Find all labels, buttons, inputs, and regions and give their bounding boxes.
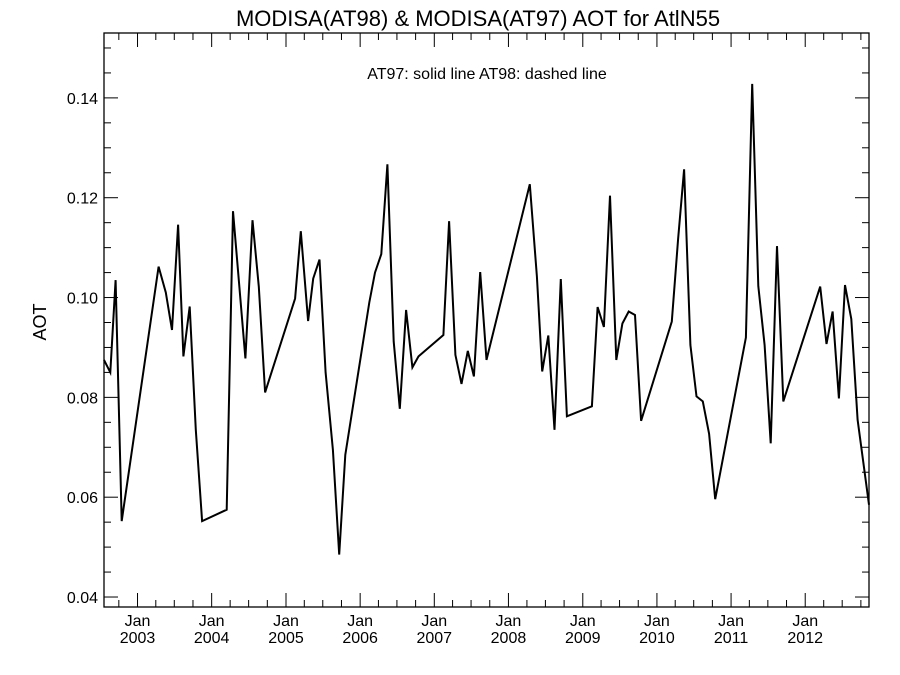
- axis-tick-labels: 0.040.060.080.100.120.14Jan2003Jan2004Ja…: [67, 91, 823, 647]
- x-tick-label-month: Jan: [644, 613, 670, 630]
- y-tick-label: 0.04: [67, 590, 98, 607]
- y-tick-label: 0.12: [67, 191, 98, 208]
- x-tick-label-year: 2005: [268, 630, 304, 647]
- y-axis-label: AOT: [30, 303, 50, 340]
- x-tick-label-month: Jan: [570, 613, 596, 630]
- y-tick-label: 0.08: [67, 390, 98, 407]
- x-tick-label-year: 2010: [639, 630, 675, 647]
- x-tick-label-month: Jan: [718, 613, 744, 630]
- chart-subtitle: AT97: solid line AT98: dashed line: [367, 66, 607, 83]
- x-tick-label-month: Jan: [496, 613, 522, 630]
- x-tick-label-year: 2004: [194, 630, 230, 647]
- x-tick-label-year: 2008: [491, 630, 527, 647]
- x-tick-label-month: Jan: [199, 613, 225, 630]
- x-tick-label-year: 2009: [565, 630, 601, 647]
- x-tick-label-year: 2007: [416, 630, 452, 647]
- x-tick-label-month: Jan: [125, 613, 151, 630]
- x-tick-label-month: Jan: [347, 613, 373, 630]
- x-tick-label-year: 2006: [342, 630, 378, 647]
- series-layer: [103, 83, 870, 555]
- chart-title: MODISA(AT98) & MODISA(AT97) AOT for AtlN…: [236, 6, 720, 31]
- plot-frame: [103, 32, 870, 608]
- x-tick-label-month: Jan: [792, 613, 818, 630]
- x-tick-label-month: Jan: [421, 613, 447, 630]
- x-tick-label-month: Jan: [273, 613, 299, 630]
- x-tick-label-year: 2012: [787, 630, 823, 647]
- x-tick-label-year: 2011: [714, 630, 749, 647]
- y-tick-label: 0.14: [67, 91, 98, 108]
- y-tick-label: 0.06: [67, 490, 98, 507]
- x-tick-label-year: 2003: [120, 630, 156, 647]
- axis-ticks: [104, 33, 869, 607]
- y-tick-label: 0.10: [67, 291, 98, 308]
- series-line-at97: [103, 83, 870, 555]
